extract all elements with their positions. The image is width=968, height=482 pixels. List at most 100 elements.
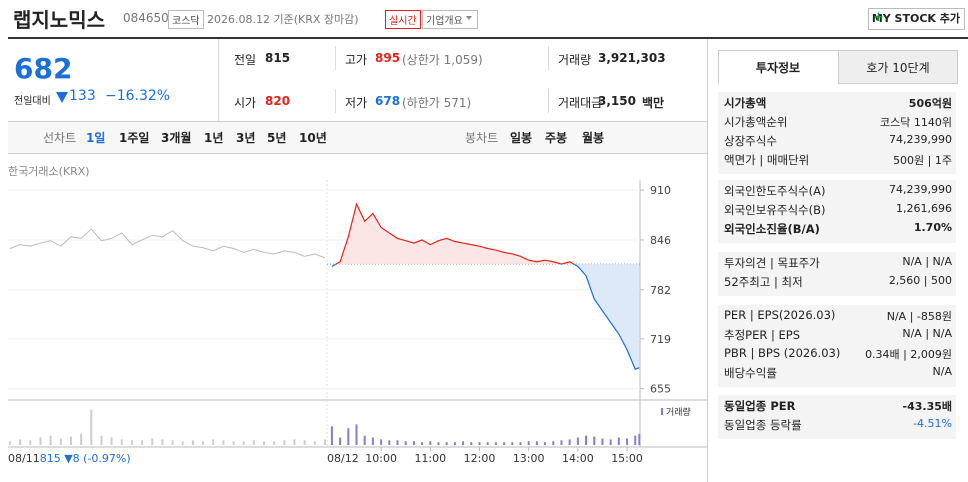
panel-divider	[707, 39, 708, 482]
info-value: N/A | N/A	[902, 255, 952, 268]
volume-bar	[283, 440, 286, 445]
quote-label: 거래량	[558, 53, 592, 67]
volume-bar	[39, 437, 42, 445]
info-group	[718, 180, 956, 243]
volume-bar	[202, 441, 205, 445]
info-value: N/A | N/A	[902, 327, 952, 340]
divider	[548, 46, 549, 70]
volume-bar	[371, 437, 374, 445]
today-date: 08/12	[327, 452, 359, 465]
volume-bar	[171, 440, 174, 445]
volume-bar	[453, 442, 456, 445]
info-label: 외국인보유주식수(B)	[724, 203, 826, 217]
volume-bar	[396, 440, 399, 445]
period-tab[interactable]: 5년	[267, 131, 287, 145]
volume-bar	[519, 442, 522, 445]
change: 133	[69, 88, 96, 104]
volume-bar	[527, 441, 530, 445]
volume-bar	[29, 440, 32, 445]
chart-tabs	[8, 121, 708, 154]
volume-bar	[90, 409, 93, 445]
divider	[335, 89, 336, 113]
volume-bar	[478, 442, 481, 445]
quote-extra: (하한가 571)	[402, 96, 472, 110]
candle-tab[interactable]: 주봉	[545, 131, 568, 145]
info-tab-active[interactable]	[718, 50, 840, 84]
info-tab[interactable]	[838, 50, 958, 84]
info-label: 외국인소진율(B/A)	[724, 222, 820, 236]
tab-label: 봉차트	[465, 131, 499, 145]
change-label: 전일대비	[14, 96, 51, 107]
volume-bar	[535, 441, 538, 445]
up-area	[331, 204, 640, 265]
volume-bar	[313, 441, 316, 445]
info-label: 추정PER | EPS	[724, 328, 801, 342]
volume-bar	[252, 440, 255, 445]
info-value: 2,560 | 500	[888, 274, 952, 287]
volume-bar	[421, 442, 424, 445]
volume-bar	[273, 441, 276, 445]
volume-bar	[347, 428, 350, 445]
volume-bar	[303, 440, 306, 445]
quote-value: 820	[265, 94, 291, 108]
quote-label: 저가	[345, 96, 368, 110]
volume-bar	[212, 439, 215, 445]
period-tab[interactable]: 1년	[204, 131, 224, 145]
volume-bar	[293, 439, 296, 445]
y-tick-label: 846	[650, 234, 671, 247]
volume-bar	[552, 441, 555, 445]
info-value: -4.51%	[913, 417, 952, 430]
info-tab-label: 호가 10단계	[866, 61, 930, 75]
period-tab[interactable]: 1일	[86, 131, 106, 145]
y-tick-label: 910	[650, 184, 671, 197]
info-value: 500원 | 1주	[893, 154, 952, 167]
volume-bar	[330, 426, 333, 445]
volume-bar	[324, 439, 326, 445]
quote-extra: 백만	[642, 96, 665, 110]
info-value: 74,239,990	[889, 183, 952, 196]
quote-label: 고가	[345, 53, 368, 67]
info-value: 코스닥 1140위	[880, 116, 952, 129]
info-label: 상장주식수	[724, 134, 777, 148]
period-tab[interactable]: 3년	[236, 131, 256, 145]
volume-bar	[470, 442, 473, 445]
info-value: 1.70%	[913, 221, 952, 234]
info-value: 74,239,990	[889, 133, 952, 146]
info-label: PER | EPS(2026.03)	[724, 308, 836, 322]
down-arrow	[56, 92, 68, 103]
current-price: 682	[14, 52, 73, 85]
dropdown-arrow	[466, 16, 472, 20]
divider	[218, 39, 219, 121]
x-tick-label: 13:00	[513, 452, 545, 465]
my-stock-label: MY STOCK 추가	[871, 12, 960, 25]
overview-button[interactable]: 기업개요	[422, 10, 478, 29]
x-tick-label: 15:00	[611, 452, 643, 465]
volume-bar	[222, 440, 225, 445]
volume-bar	[59, 438, 62, 445]
info-value: 1,261,696	[896, 202, 952, 215]
volume-bar	[429, 441, 432, 445]
volume-bar	[511, 442, 514, 445]
volume-bar	[503, 442, 506, 445]
volume-bar	[560, 440, 563, 445]
my-stock-button[interactable]: MY STOCK 추가	[868, 8, 965, 30]
volume-legend: 거래량	[666, 406, 691, 418]
info-group	[718, 92, 956, 174]
period-tab[interactable]: 3개월	[161, 131, 192, 145]
info-label: 동일업종 PER	[724, 399, 796, 413]
y-tick-label: 655	[650, 383, 671, 396]
info-value: N/A | -858원	[886, 310, 952, 323]
volume-bar	[191, 440, 194, 445]
info-label: 동일업종 등락률	[724, 418, 802, 432]
candle-tab[interactable]: 일봉	[510, 131, 533, 145]
volume-bar	[9, 441, 11, 445]
volume-bar	[355, 424, 358, 445]
candle-tab[interactable]: 월봉	[582, 131, 605, 145]
volume-bar	[494, 442, 497, 445]
date: 2026.08.12 기준(KRX 장마감)	[207, 13, 359, 26]
period-tab[interactable]: 10년	[299, 131, 327, 145]
period-tab[interactable]: 1주일	[119, 131, 150, 145]
volume-bar	[404, 441, 407, 445]
info-value: -43.35배	[902, 400, 952, 413]
prev-date: 08/11815 ▼8 (-0.97%)	[8, 452, 131, 465]
